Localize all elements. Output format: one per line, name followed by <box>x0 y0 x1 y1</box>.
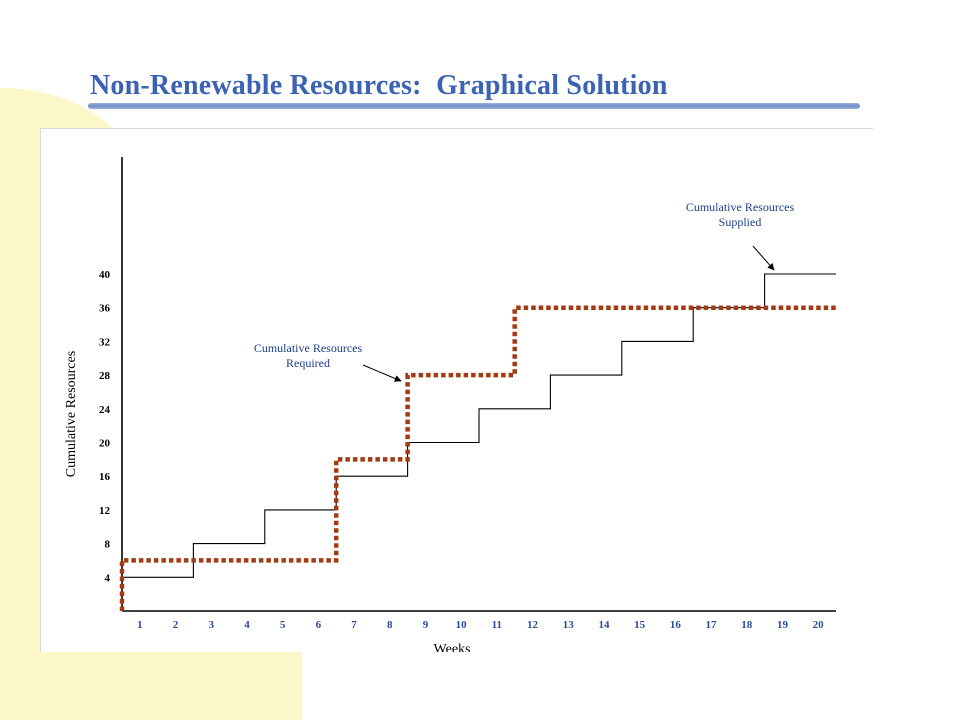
x-tick-label: 8 <box>387 619 393 631</box>
x-tick-label: 3 <box>209 619 215 631</box>
x-tick-label: 15 <box>634 619 646 631</box>
annotation-supplied-text: Cumulative Resources Supplied <box>686 200 795 229</box>
y-tick-label: 16 <box>99 471 111 483</box>
x-tick-label: 5 <box>280 619 286 631</box>
series-line-required <box>119 305 836 611</box>
x-tick-label: 6 <box>316 619 322 631</box>
chart-axes <box>121 157 836 612</box>
x-tick-label: 11 <box>492 619 502 631</box>
annotation-required-arrow <box>362 364 402 382</box>
x-tick-label: 18 <box>741 619 753 631</box>
chart-panel: 4 8 12 16 20 24 28 32 36 40 1 2 3 4 5 6 7 8 9 10 11 12 13 14 15 1… <box>40 128 873 652</box>
x-tick-label: 2 <box>173 619 179 631</box>
x-tick-label: 17 <box>706 619 718 631</box>
x-tick-label: 10 <box>456 619 468 631</box>
decor-yellow-block <box>0 650 302 720</box>
chart-annotations: Cumulative Resources Required Cumulative R… <box>254 200 795 382</box>
slide-title: Non-Renewable Resources: Graphical Solut… <box>90 70 668 101</box>
x-tick-label: 14 <box>598 619 610 631</box>
x-tick-label: 7 <box>351 619 357 631</box>
y-tick-label: 8 <box>105 539 111 551</box>
chart-series <box>119 273 836 611</box>
series-line-supplied <box>122 273 836 578</box>
x-tick-label: 20 <box>813 619 825 631</box>
y-tick-label: 28 <box>99 370 111 382</box>
chart-labels: Cumulative Resources Weeks <box>64 351 470 652</box>
y-tick-label: 40 <box>99 269 111 281</box>
x-tick-label: 13 <box>563 619 575 631</box>
y-tick-label: 36 <box>99 303 111 315</box>
x-tick-label: 4 <box>244 619 250 631</box>
y-tick-label: 32 <box>99 336 111 348</box>
title-underline <box>88 103 860 109</box>
y-tick-label: 24 <box>99 404 111 416</box>
x-tick-label: 9 <box>423 619 429 631</box>
x-tick-label: 1 <box>137 619 143 631</box>
annotation-supplied-arrow <box>752 245 775 271</box>
y-tick-label: 4 <box>105 572 111 584</box>
x-tick-label: 16 <box>670 619 682 631</box>
y-tick-label: 12 <box>99 505 111 517</box>
y-tick-label: 20 <box>99 438 111 450</box>
x-tick-label: 12 <box>527 619 539 631</box>
y-axis-label: Cumulative Resources <box>64 351 79 477</box>
x-tick-label: 19 <box>777 619 789 631</box>
x-axis-label: Weeks <box>434 642 471 652</box>
annotation-required-text: Cumulative Resources Required <box>254 341 363 370</box>
